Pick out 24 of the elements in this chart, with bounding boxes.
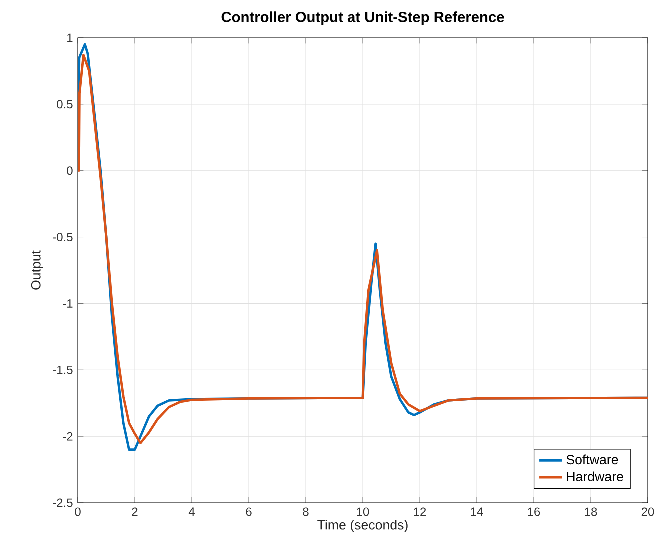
x-tick-label: 2 — [132, 508, 138, 516]
y-tick-label: 0.5 — [57, 100, 73, 109]
x-tick-label: 4 — [188, 508, 195, 516]
x-tick-label: 20 — [642, 508, 654, 516]
chart-title: Controller Output at Unit-Step Reference — [222, 12, 504, 26]
y-axis-title: Output — [31, 250, 44, 290]
x-tick-label: 16 — [528, 508, 540, 516]
y-tick-label: 0 — [67, 166, 73, 176]
x-axis-title: Time (seconds) — [318, 520, 408, 532]
x-tick-label: 10 — [357, 508, 370, 516]
y-tick-label: 1 — [68, 34, 73, 42]
x-tick-label: 0 — [75, 508, 81, 516]
x-tick-label: 8 — [303, 508, 309, 516]
y-tick-label: -2.5 — [53, 498, 73, 508]
y-tick-label: -1 — [63, 300, 73, 308]
x-tick-label: 14 — [471, 508, 484, 516]
x-tick-label: 6 — [246, 508, 252, 516]
legend-label: Hardware — [567, 472, 624, 482]
y-tick-label: -2 — [63, 432, 73, 441]
y-tick-label: -0.5 — [53, 233, 73, 242]
x-tick-label: 18 — [585, 508, 598, 516]
x-tick-label: 12 — [414, 508, 426, 516]
legend-label: Software — [566, 454, 618, 465]
y-tick-label: -1.5 — [53, 366, 73, 374]
